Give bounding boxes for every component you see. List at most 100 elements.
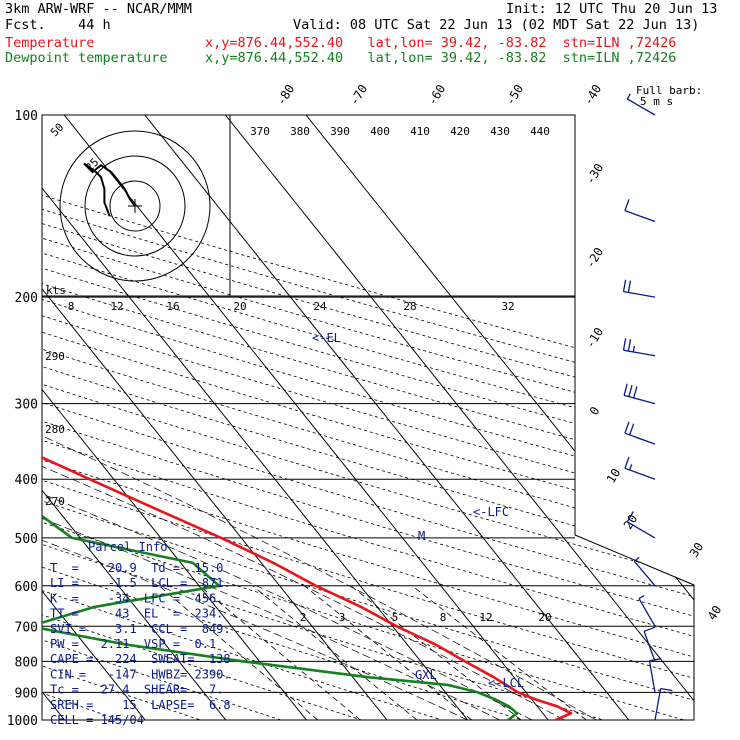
parcel-info-row: PW = 2.11 VSP = 0.1 <box>50 637 216 651</box>
pressure-label: 500 <box>15 532 38 547</box>
wind-barb <box>624 421 656 445</box>
init-time: Init: 12 UTC Thu 20 Jun 13 <box>506 1 718 17</box>
mixing-ratio-line <box>304 585 472 720</box>
hodograph-speed-label: 8 <box>68 300 75 313</box>
isotherm-line <box>305 115 694 720</box>
pressure-label: 900 <box>15 686 38 701</box>
parcel-info-row: K = -34 LFC = 456. <box>50 591 223 605</box>
dry-adiabat-line <box>42 115 321 720</box>
temperature-tick-label: 40 <box>705 603 725 623</box>
pressure-label: 200 <box>15 291 38 306</box>
pressure-label: 300 <box>15 398 38 413</box>
hodograph-ring-label: 50 <box>48 121 67 140</box>
isotherm-line <box>42 115 388 720</box>
wind-barb-units: Full barb: <box>636 84 702 97</box>
wind-barb <box>626 511 656 539</box>
wind-barb <box>638 595 656 627</box>
pressure-label: 700 <box>15 620 38 635</box>
theta-label: 410 <box>410 125 430 138</box>
dry-adiabat-line <box>42 115 694 720</box>
pressure-label: 400 <box>15 473 38 488</box>
parcel-info-row: Tc = 27.4 SHEAR= 7. <box>50 683 223 697</box>
isotherm-line <box>42 115 227 720</box>
dry-adiabat-line <box>42 115 694 720</box>
mixing-ratio-label: 12 <box>479 611 492 624</box>
dry-adiabat-label: 290 <box>45 350 65 363</box>
dry-adiabat-label: 270 <box>45 495 65 508</box>
pressure-label: 600 <box>15 580 38 595</box>
dry-adiabat-line <box>42 115 694 720</box>
temperature-tick-label: -80 <box>274 82 297 108</box>
parcel-info-row: TT = 43 EL = 234. <box>50 607 223 621</box>
hodograph-units: kts <box>46 284 66 297</box>
wind-barb <box>622 338 656 357</box>
hodograph-ring <box>84 155 186 257</box>
dewpoint-profile <box>42 115 519 720</box>
mixing-ratio-label: 8 <box>440 611 447 624</box>
mixing-ratio-label: 20 <box>538 611 551 624</box>
parcel-info-title: Parcel Info <box>88 540 167 554</box>
model-title: 3km ARW-WRF -- NCAR/MMM <box>5 1 192 17</box>
dry-adiabat-line <box>42 115 694 720</box>
gxl-marker: GXL <box>415 668 437 682</box>
dry-adiabat-line <box>42 115 694 720</box>
temperature-tick-label: 30 <box>687 540 707 560</box>
mixing-ratio-label: 3 <box>339 611 346 624</box>
theta-label: 420 <box>450 125 470 138</box>
temperature-tick-label: -40 <box>581 82 604 108</box>
isotherm-line <box>63 115 549 720</box>
temperature-legend: Temperature <box>5 35 95 51</box>
temperature-tick-label: -30 <box>583 161 606 187</box>
temperature-tick-label: -70 <box>347 82 370 108</box>
parcel-info-row: SREH = 15 LAPSE= 6.8 <box>50 698 231 712</box>
parcel-info-row: CAPE = 224 SWEAT= 138 <box>50 652 231 666</box>
theta-label: 400 <box>370 125 390 138</box>
temperature-tick-label: -60 <box>425 82 448 108</box>
wind-barb <box>624 199 656 223</box>
hodograph-speed-label: 20 <box>233 300 246 313</box>
hodograph-ring <box>109 180 161 232</box>
temperature-tick-label: -20 <box>583 245 606 271</box>
theta-label: 440 <box>530 125 550 138</box>
mixing-ratio-line <box>411 585 587 720</box>
dry-adiabat-line <box>42 115 694 720</box>
isotherm-line <box>42 115 146 720</box>
hodograph-speed-label: 16 <box>166 300 179 313</box>
hodograph-speed-label: 32 <box>501 300 514 313</box>
isotherm-line <box>225 115 694 720</box>
wind-barb <box>633 556 656 587</box>
parcel-info-row: LI = -1.5 LCL = 871. <box>50 576 231 590</box>
dry-adiabat-line <box>42 115 694 720</box>
parcel-info-row: T = 20.9 Td = 15.0 <box>50 561 223 575</box>
theta-label: 380 <box>290 125 310 138</box>
dry-adiabat-line <box>42 115 485 720</box>
isotherm-line <box>144 115 630 720</box>
parcel-info-row: CIN = -147 HWBZ= 2390. <box>50 667 231 681</box>
dry-adiabat-line <box>42 115 694 720</box>
mixed-layer-marker: M <box>418 529 425 543</box>
parcel-info-row: CELL = 145/04 <box>50 713 144 727</box>
dewpoint-location-info: x,y=876.44,552.40 lat,lon= 39.42, -83.82… <box>205 50 677 66</box>
hodograph-speed-label: 12 <box>110 300 123 313</box>
parcel-info-row: SVI = 3.1 CCL = 849. <box>50 622 231 636</box>
hodograph-speed-label: 28 <box>403 300 416 313</box>
dry-adiabat-line <box>42 115 694 720</box>
wind-barb <box>643 626 656 662</box>
wind-barb <box>626 93 656 116</box>
wind-barb <box>648 658 662 693</box>
isotherm-line <box>42 115 307 720</box>
hodograph-speed-label: 24 <box>313 300 327 313</box>
temperature-tick-label: -50 <box>503 82 526 108</box>
forecast-hour: Fcst. 44 h <box>5 17 111 33</box>
dewpoint-legend: Dewpoint temperature <box>5 50 168 66</box>
lcl-marker: <-LCL <box>488 676 524 690</box>
dry-adiabat-line <box>42 115 240 720</box>
plot-frame <box>41 114 695 721</box>
temperature-tick-label: -10 <box>583 325 606 351</box>
valid-time: Valid: 08 UTC Sat 22 Jun 13 (02 MDT Sat … <box>293 17 700 33</box>
theta-label: 370 <box>250 125 270 138</box>
dry-adiabat-line <box>42 115 648 720</box>
wind-barb <box>624 456 656 480</box>
temperature-tick-label: 10 <box>604 466 624 486</box>
